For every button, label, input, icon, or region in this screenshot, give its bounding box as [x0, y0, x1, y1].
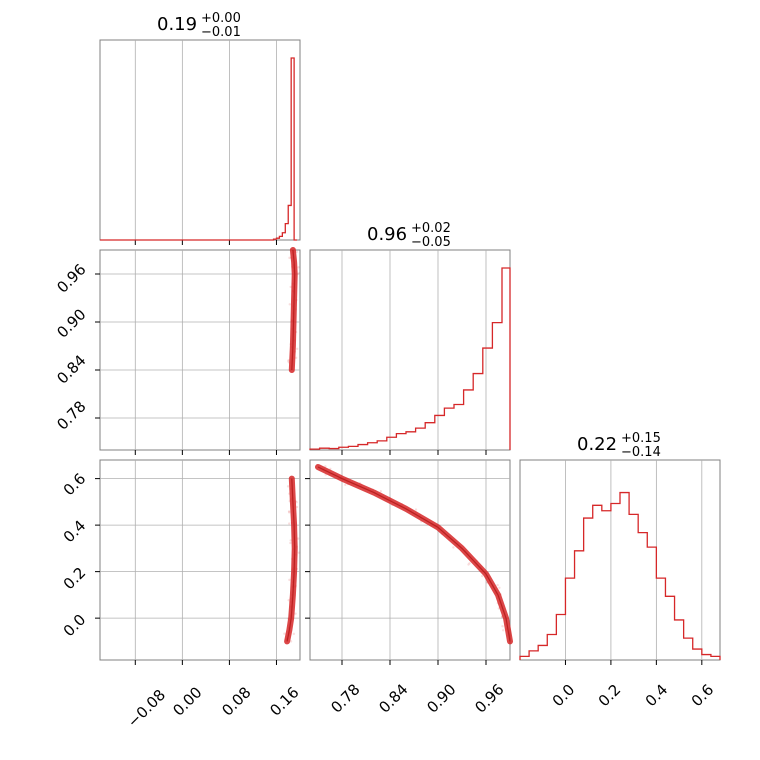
- scatter-point: [297, 266, 300, 269]
- x-tick-label: 0.90: [423, 680, 459, 716]
- scatter-point: [296, 537, 300, 540]
- title-hist-3-minus: −0.14: [621, 445, 661, 460]
- contour-band-scatter-3-2: [315, 464, 513, 645]
- x-tick-label: −0.08: [124, 686, 169, 731]
- title-hist-1-median: 0.19: [157, 14, 197, 35]
- title-hist-2-plus: +0.02: [411, 221, 451, 236]
- contour-line-scatter-2-1: [291, 249, 296, 371]
- scatter-point: [283, 632, 286, 635]
- title-hist-3-plus: +0.15: [621, 431, 661, 446]
- scatter-point: [297, 551, 301, 554]
- x-tick-label: 0.6: [688, 681, 718, 711]
- scatter-point: [496, 583, 499, 587]
- scatter-point: [379, 490, 383, 493]
- y-tick-label: 0.0: [60, 611, 90, 641]
- scatter-point: [414, 508, 418, 511]
- scatter-point: [498, 586, 501, 589]
- scatter-point: [289, 539, 292, 542]
- scatter-point: [288, 256, 291, 260]
- y-tick-label: 0.6: [60, 470, 90, 500]
- scatter-point: [480, 574, 484, 578]
- panel-scatter-3-1-frame: [99, 459, 301, 661]
- scatter-point: [286, 485, 290, 488]
- scatter-point: [287, 598, 290, 602]
- histogram-step-hist-3: [519, 491, 721, 660]
- gridlines: [95, 40, 703, 665]
- x-tick-label: 0.78: [327, 680, 363, 716]
- title-hist-1-minus: −0.01: [201, 25, 241, 40]
- scatter-point: [295, 501, 298, 504]
- data-marks: [100, 57, 721, 660]
- scatter-point: [287, 511, 291, 514]
- scatter-point: [292, 632, 296, 636]
- scatter-point: [289, 640, 293, 643]
- scatter-point: [452, 546, 455, 549]
- scatter-point: [295, 250, 299, 254]
- histogram-step-hist-2: [309, 267, 511, 450]
- histogram-step-hist-1: [100, 57, 298, 241]
- scatter-point: [288, 578, 291, 582]
- scatter-point: [296, 347, 299, 351]
- scatter-point: [501, 625, 504, 628]
- panel-hist-1-frame: [99, 39, 301, 241]
- panel-hist-3-frame: [519, 459, 721, 661]
- scatter-point: [297, 272, 301, 275]
- x-tick-label: 0.0: [549, 681, 579, 711]
- x-tick-label: 0.4: [642, 681, 672, 711]
- title-hist-3-median: 0.22: [577, 434, 617, 455]
- y-tick-label: 0.90: [53, 305, 89, 341]
- y-tick-label: 0.84: [53, 351, 89, 387]
- x-tick-label: 0.00: [169, 683, 205, 719]
- scatter-point: [468, 562, 471, 565]
- title-hist-2-minus: −0.05: [411, 235, 451, 250]
- y-tick-label: 0.78: [53, 397, 89, 433]
- scatter-point: [287, 510, 291, 513]
- scatter-point: [288, 522, 291, 525]
- y-tick-label: 0.96: [53, 260, 89, 296]
- title-hist-1-plus: +0.00: [201, 11, 241, 26]
- scatter-point: [289, 285, 292, 289]
- x-tick-label: 0.84: [375, 680, 411, 716]
- panel-scatter-2-1-frame: [99, 249, 301, 451]
- y-tick-label: 0.4: [60, 517, 90, 547]
- scatter-point: [295, 505, 299, 509]
- x-tick-label: 0.08: [218, 683, 254, 719]
- x-tick-label: 0.2: [595, 681, 625, 711]
- scatter-point: [294, 356, 298, 360]
- y-tick-label: 0.2: [60, 564, 90, 594]
- scatter-point: [502, 629, 505, 632]
- scatter-point: [288, 303, 291, 306]
- scatter-point: [289, 541, 292, 545]
- scatter-point: [287, 360, 290, 363]
- scatter-point: [294, 612, 297, 615]
- contour-line-scatter-3-1: [286, 478, 296, 642]
- title-hist-2-median: 0.96: [367, 224, 407, 245]
- scatter-point: [344, 483, 347, 487]
- panel-hist-2-frame: [309, 249, 511, 451]
- contour-line-scatter-3-2: [317, 466, 511, 642]
- x-tick-label: 0.16: [266, 683, 302, 719]
- panel-scatter-3-2-frame: [309, 459, 511, 661]
- scatter-point: [324, 465, 327, 468]
- x-tick-label: 0.96: [471, 680, 507, 716]
- scatter-point: [467, 563, 470, 566]
